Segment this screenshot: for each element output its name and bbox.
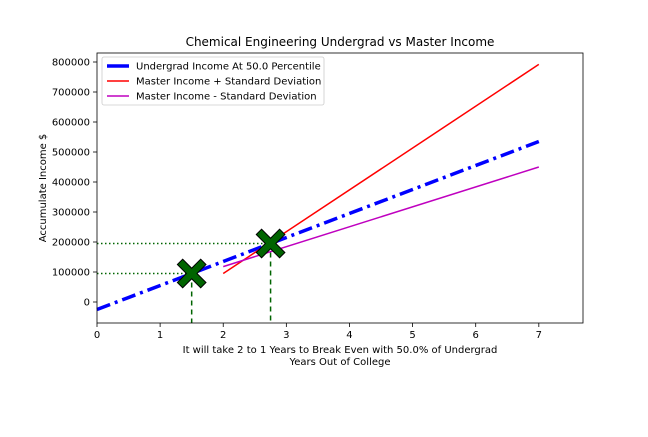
x-tick-label-3: 3	[283, 330, 289, 341]
y-axis-label: Accumulate Income $	[38, 134, 49, 243]
x-axis-label-line-1: It will take 2 to 1 Years to Break Even …	[183, 345, 498, 356]
break-even-marker-fill	[256, 229, 285, 258]
y-tick-label-0: 0	[84, 298, 90, 309]
y-tick-label-3: 300000	[52, 208, 90, 219]
break-even-marker-fill	[178, 259, 206, 288]
y-tick-label-1: 100000	[52, 268, 90, 279]
legend: Undergrad Income At 50.0 Percentile Maste…	[101, 56, 325, 106]
break-even-marker-1	[176, 258, 207, 289]
series-line-3	[223, 166, 540, 268]
legend-label-2: Master Income + Standard Deviation	[136, 77, 321, 88]
x-tick-label-4: 4	[346, 330, 352, 341]
legend-box	[101, 56, 325, 106]
x-tick-label-5: 5	[409, 330, 415, 341]
y-tick-label-7: 700000	[52, 88, 90, 99]
y-tick-label-8: 800000	[52, 58, 90, 69]
y-tick-label-2: 200000	[52, 238, 90, 249]
x-tick-label-1: 1	[157, 330, 163, 341]
y-tick-label-6: 600000	[52, 118, 90, 129]
x-tick-label-2: 2	[220, 330, 226, 341]
x-tick-label-0: 0	[94, 330, 100, 341]
break-even-marker-2	[255, 228, 286, 259]
legend-label-1: Undergrad Income At 50.0 Percentile	[136, 62, 321, 73]
x-axis-label-line-2: Years Out of College	[289, 357, 391, 368]
x-tick-label-6: 6	[473, 330, 479, 341]
chart-title: Chemical Engineering Undergrad vs Master…	[186, 35, 495, 49]
series-line-1	[96, 139, 540, 312]
legend-label-3: Master Income - Standard Deviation	[136, 92, 317, 103]
plot-frame	[96, 52, 584, 324]
y-tick-label-4: 400000	[52, 178, 90, 189]
y-tick-label-5: 500000	[52, 148, 90, 159]
x-tick-label-7: 7	[536, 330, 542, 341]
